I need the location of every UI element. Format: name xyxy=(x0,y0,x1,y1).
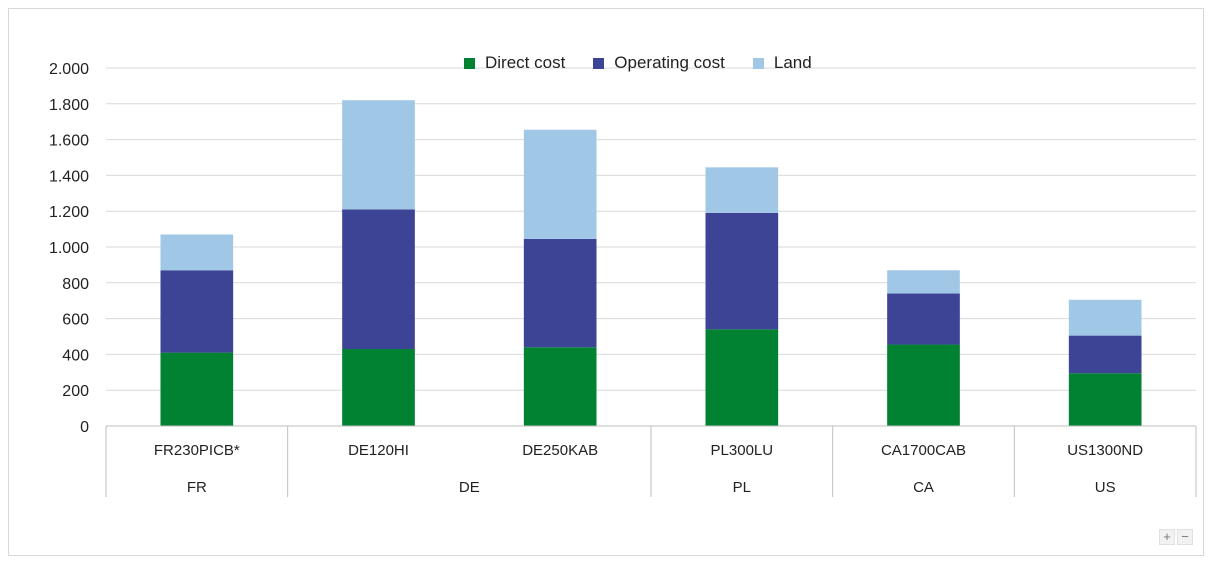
group-label: FR xyxy=(187,479,207,496)
x-tick-label: FR230PICB* xyxy=(154,442,240,459)
bar-segment xyxy=(887,344,960,426)
legend-swatch-operating-cost xyxy=(593,57,605,69)
bar-segment xyxy=(705,329,779,426)
y-tick-label: 1.400 xyxy=(49,168,89,185)
y-tick-label: 2.000 xyxy=(49,61,89,78)
legend: Direct cost Operating cost Land xyxy=(464,53,840,73)
legend-label-land: Land xyxy=(773,53,812,72)
zoom-in-button[interactable]: + xyxy=(1159,529,1175,545)
x-tick-label: CA1700CAB xyxy=(881,442,966,459)
y-tick-label: 1.800 xyxy=(49,97,89,114)
y-tick-label: 800 xyxy=(62,276,89,293)
bar-segment xyxy=(523,129,597,239)
legend-swatch-land xyxy=(752,57,764,69)
legend-item-land: Land xyxy=(752,53,812,73)
bar-segment xyxy=(160,352,234,426)
x-tick-label: DE250KAB xyxy=(522,442,598,459)
group-label: US xyxy=(1095,479,1116,496)
y-tick-label: 1.600 xyxy=(49,133,89,150)
legend-label-direct-cost: Direct cost xyxy=(485,53,566,72)
y-tick-label: 400 xyxy=(62,347,89,364)
bar-segment xyxy=(523,347,597,426)
x-tick-label: DE120HI xyxy=(348,442,409,459)
legend-swatch-direct-cost xyxy=(464,57,475,69)
x-tick-label: PL300LU xyxy=(711,442,774,459)
bar-segment xyxy=(887,270,960,294)
y-tick-label: 600 xyxy=(62,312,89,329)
bar-segment xyxy=(523,238,597,348)
y-tick-label: 0 xyxy=(80,419,89,436)
bar-segment xyxy=(887,293,960,345)
bar-segment xyxy=(1068,299,1142,336)
group-label: PL xyxy=(733,479,751,496)
group-label: DE xyxy=(459,479,480,496)
x-tick-label: US1300ND xyxy=(1067,442,1143,459)
y-tick-label: 1.000 xyxy=(49,240,89,257)
chart-frame: 0 200 400 600 800 1.000 1.200 1.400 1.600 1.800 2.… xyxy=(8,8,1204,556)
bar-segment xyxy=(160,270,234,353)
bar-segment xyxy=(342,100,415,210)
stacked-bar-chart: 0 200 400 600 800 1.000 1.200 1.400 1.600 1.800 2.… xyxy=(49,61,1197,497)
bar-segment xyxy=(1068,373,1142,426)
y-tick-label: 1.200 xyxy=(49,204,89,221)
legend-item-operating-cost: Operating cost xyxy=(593,53,725,73)
bar-segment xyxy=(705,167,779,213)
zoom-out-button[interactable]: − xyxy=(1177,529,1193,545)
bar-segment xyxy=(1068,335,1142,374)
zoom-controls: + − xyxy=(1159,529,1193,545)
legend-label-operating-cost: Operating cost xyxy=(614,53,725,72)
bar-segment xyxy=(342,209,415,350)
bar-segment xyxy=(705,212,779,330)
legend-item-direct-cost: Direct cost xyxy=(464,53,565,73)
y-tick-label: 200 xyxy=(62,383,89,400)
bar-segment xyxy=(160,234,234,271)
group-label: CA xyxy=(913,479,934,496)
bar-segment xyxy=(342,349,415,426)
